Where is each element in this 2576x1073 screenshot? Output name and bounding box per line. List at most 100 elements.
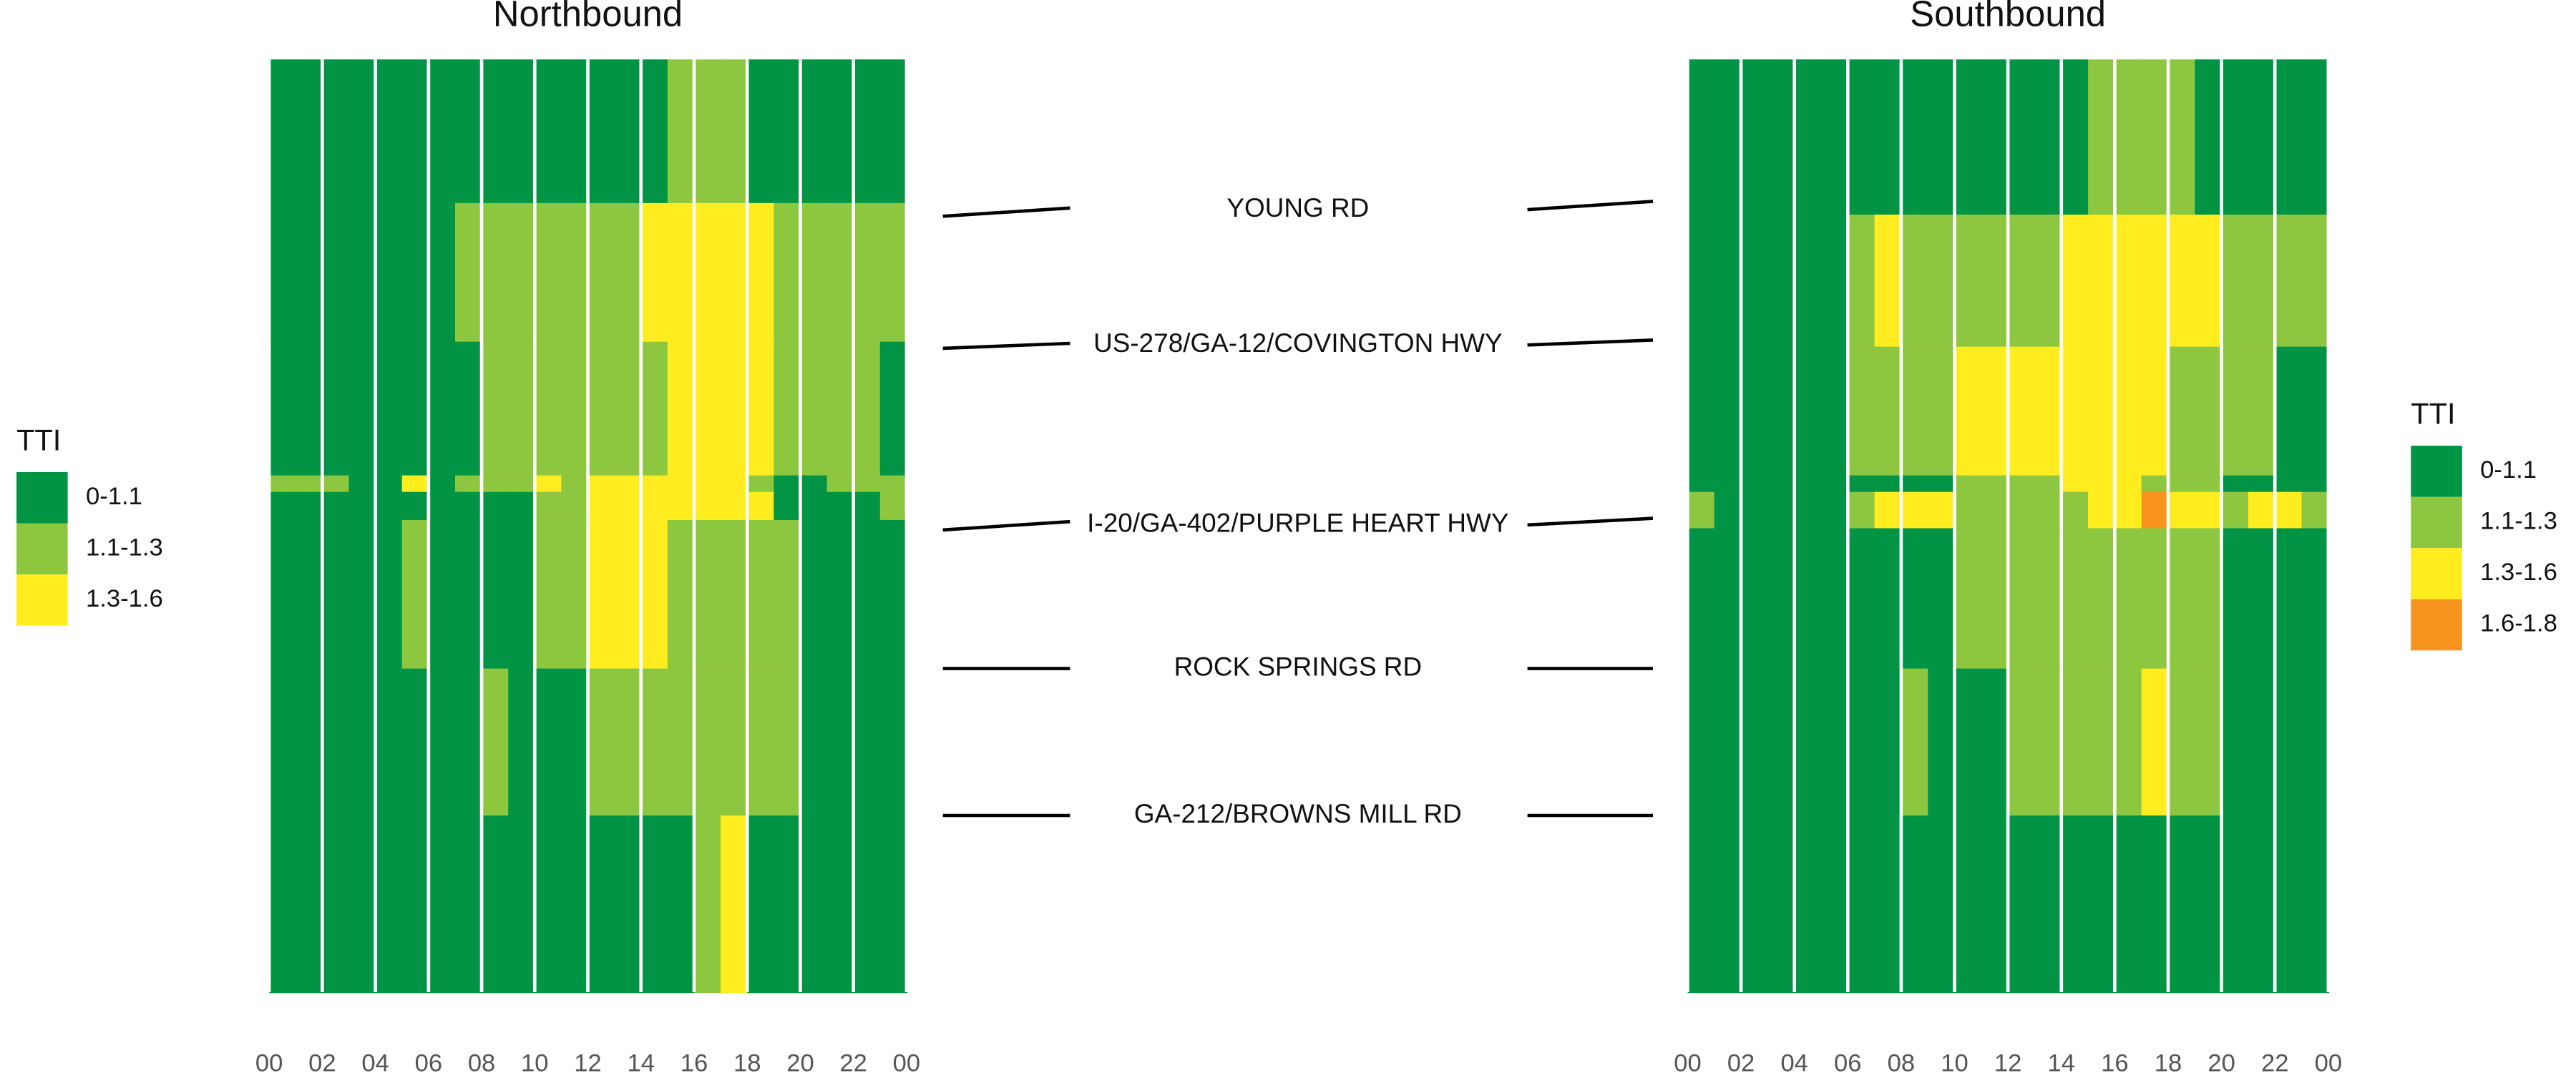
heat-cell [826, 59, 855, 205]
heat-cell [721, 475, 748, 494]
heat-cell [800, 668, 828, 817]
heat-cell [2141, 815, 2170, 994]
heat-cell [774, 815, 801, 994]
heat-cell [2141, 528, 2170, 670]
heat-cell [375, 491, 404, 521]
heat-cell [747, 475, 775, 494]
heat-cell [1741, 491, 1769, 529]
heat-cell [1954, 491, 1983, 529]
heat-cell [826, 668, 855, 817]
heat-cell [561, 668, 589, 817]
heat-cell [348, 341, 376, 476]
heat-cell [296, 59, 323, 205]
heat-cell [508, 815, 536, 994]
heat-cell [428, 519, 457, 670]
heat-cell [561, 815, 589, 994]
heat-cell [1794, 475, 1823, 494]
heat-cell [747, 519, 775, 670]
heat-cell [1714, 491, 1742, 529]
heat-cell [1767, 346, 1796, 476]
heat-cell [454, 202, 483, 343]
heat-cell [2275, 491, 2303, 529]
heat-cell [2168, 475, 2196, 494]
heat-cell [401, 519, 430, 670]
heat-cell [454, 519, 483, 670]
heat-cell [2301, 475, 2330, 494]
heat-cell [1848, 346, 1876, 476]
heat-cell [1687, 668, 1716, 817]
heat-cell [482, 815, 509, 994]
heat-cell [2114, 475, 2143, 494]
heat-cell [2034, 346, 2063, 476]
x-tick-label: 18 [733, 1050, 761, 1073]
heat-cell [1821, 491, 1849, 529]
heat-cell [535, 202, 562, 343]
heat-cell [2088, 491, 2116, 529]
heat-cell [508, 519, 536, 670]
heat-cell [640, 202, 669, 343]
heat-cell [2248, 528, 2276, 670]
heat-cell [322, 815, 350, 994]
heat-cell [826, 815, 855, 994]
heat-cell [454, 815, 483, 994]
heat-cell [774, 341, 801, 476]
segment-label: I-20/GA-402/PURPLE HEART HWY [1087, 509, 1508, 538]
heat-cell [1741, 668, 1769, 817]
heat-cell [774, 491, 801, 521]
heat-cell [1901, 346, 1929, 476]
heat-cell [721, 668, 748, 817]
heat-cell [2168, 215, 2196, 348]
heat-cell [1687, 346, 1716, 476]
heat-cell [2114, 215, 2143, 348]
heat-cell [667, 341, 696, 476]
heat-cell [2008, 59, 2036, 216]
heat-cell [482, 491, 509, 521]
heat-cell [348, 491, 376, 521]
heat-cell [269, 475, 297, 494]
heat-cell [535, 815, 562, 994]
heat-cell [1714, 528, 1742, 670]
heat-cell [2034, 528, 2063, 670]
heat-cell [2275, 346, 2303, 476]
heat-cell [1821, 668, 1849, 817]
heat-cell [1741, 475, 1769, 494]
heat-cell [721, 491, 748, 521]
heat-cell [1687, 475, 1716, 494]
heat-cell [1928, 475, 1956, 494]
heat-cell [1954, 528, 1983, 670]
x-tick-label: 06 [1834, 1050, 1862, 1073]
heat-cell [747, 59, 775, 205]
heat-cell [667, 815, 696, 994]
heat-cell [1874, 491, 1903, 529]
heat-cell [1901, 815, 1929, 994]
heat-cell [774, 475, 801, 494]
heat-cell [2061, 475, 2089, 494]
heat-cell [2114, 491, 2143, 529]
heat-cell [375, 202, 404, 343]
heat-cell [1981, 668, 2009, 817]
heat-cell [587, 341, 616, 476]
heat-cell [2248, 491, 2276, 529]
heat-cell [1794, 59, 1823, 216]
x-tick-label: 04 [361, 1050, 389, 1073]
legend-label: 1.6-1.8 [2480, 610, 2557, 637]
heat-cell [2088, 668, 2116, 817]
heat-cell [1767, 668, 1796, 817]
heat-cell [614, 341, 643, 476]
heat-cell [640, 491, 669, 521]
heat-cell [694, 202, 722, 343]
heat-cell [879, 202, 908, 343]
heat-cell [348, 519, 376, 670]
heat-cell [1848, 815, 1876, 994]
heat-cell [1848, 215, 1876, 348]
heat-cell [1848, 59, 1876, 216]
heat-cell [1821, 346, 1849, 476]
heat-cell [1714, 215, 1742, 348]
heat-cell [2114, 528, 2143, 670]
heat-cell [482, 202, 509, 343]
heat-cell [667, 491, 696, 521]
heat-cell [508, 668, 536, 817]
heat-cell [2141, 215, 2170, 348]
chart-title: Southbound [1910, 0, 2106, 34]
heat-cell [322, 519, 350, 670]
